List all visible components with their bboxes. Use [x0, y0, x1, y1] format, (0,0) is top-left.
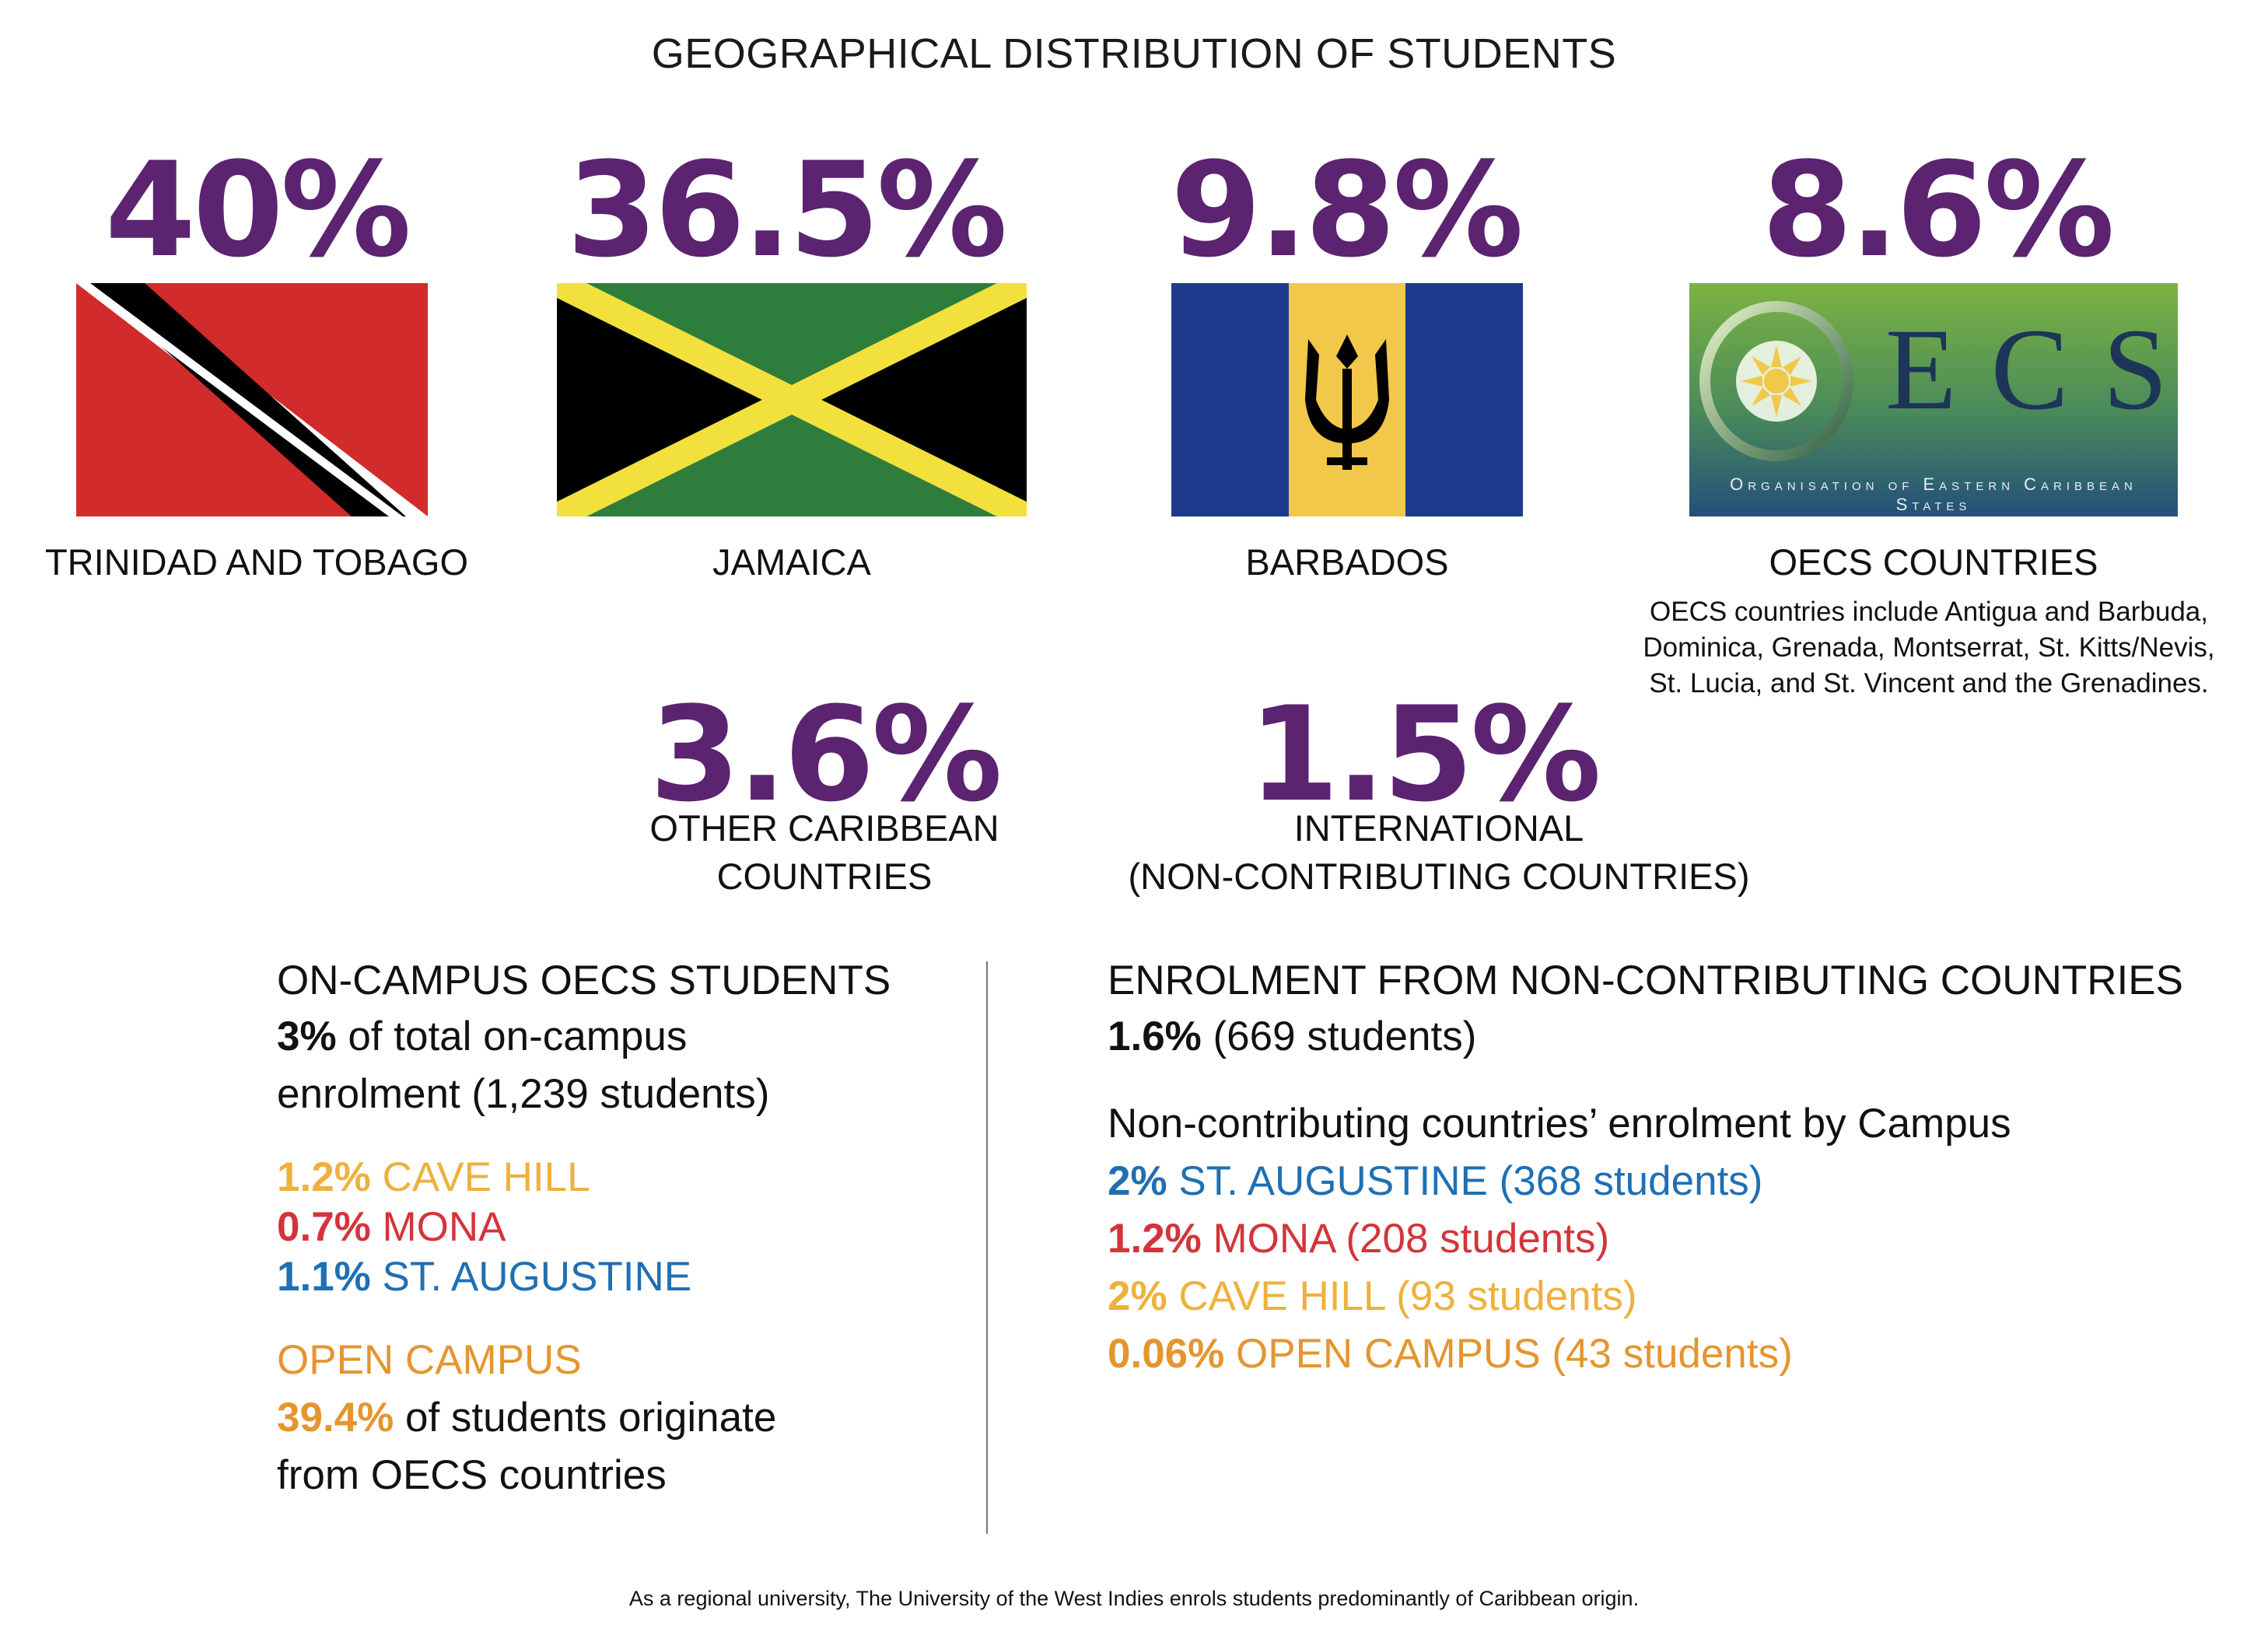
label-trinidad: TRINIDAD AND TOBAGO [44, 541, 469, 583]
label-line: OTHER CARIBBEAN [649, 807, 999, 849]
percent-trinidad: 40% [104, 134, 411, 286]
noncontrib-stat-text: (669 students) [1201, 1014, 1477, 1060]
oecs-stat-line-2: enrolment (1,239 students) [277, 1071, 770, 1118]
campus-value: 2% [1108, 1158, 1167, 1205]
oecs-on-campus-section: ON-CAMPUS OECS STUDENTS 3% of total on-c… [277, 955, 961, 1504]
percent-jamaica: 36.5% [566, 134, 1008, 286]
barbados-flag-icon [1171, 283, 1523, 516]
label-oecs: OECS COUNTRIES [1769, 541, 2098, 583]
campus-value: 2% [1108, 1273, 1167, 1320]
campus-value: 0.7% [277, 1204, 371, 1251]
campus-value: 1.2% [1108, 1216, 1202, 1262]
campus-mona: 0.7% MONA [277, 1203, 961, 1252]
label-other-caribbean: OTHER CARIBBEAN COUNTRIES [591, 804, 1058, 901]
oecs-stat-line: 3% of total on-campus [277, 1008, 961, 1066]
trinidad-and-tobago-flag-icon [76, 283, 428, 516]
oecs-note-line: Dominica, Grenada, Montserrat, St. Kitts… [1643, 632, 2215, 663]
oecs-stat-value: 3% [277, 1014, 337, 1060]
campus-name: MONA (208 students) [1201, 1216, 1610, 1262]
label-jamaica: JAMAICA [712, 541, 871, 583]
campus-cave-hill: 1.2% CAVE HILL [277, 1153, 961, 1203]
campus-value: 0.06% [1108, 1331, 1225, 1378]
percent-oecs: 8.6% [1762, 134, 2115, 286]
oecs-stat-text: of total on-campus [336, 1014, 688, 1060]
jamaica-flag-icon [557, 283, 1027, 516]
oecs-logo-subtitle: Organisation of Eastern Caribbean States [1730, 474, 2137, 514]
label-line: (NON-CONTRIBUTING COUNTRIES) [1128, 856, 1750, 897]
campus-name: ST. AUGUSTINE (368 students) [1167, 1158, 1763, 1205]
open-campus-stat: 39.4% of students originate [277, 1389, 961, 1447]
percent-barbados: 9.8% [1171, 134, 1524, 286]
open-campus-text: of students originate [394, 1395, 777, 1441]
open-campus-text-2: from OECS countries [277, 1452, 667, 1499]
oecs-logo-text: ECS [1885, 305, 2203, 434]
percent-international: 1.5% [1248, 678, 1601, 831]
campus-name: ST. AUGUSTINE [370, 1254, 692, 1301]
label-international: INTERNATIONAL (NON-CONTRIBUTING COUNTRIE… [1120, 804, 1758, 901]
label-line: COUNTRIES [716, 856, 933, 897]
oecs-note-line: OECS countries include Antigua and Barbu… [1650, 597, 2208, 627]
noncontrib-campus-cave-hill: 2% CAVE HILL (93 students) [1108, 1268, 2243, 1325]
oecs-section-heading: ON-CAMPUS OECS STUDENTS [277, 958, 891, 1003]
label-barbados: BARBADOS [1245, 541, 1449, 583]
noncontrib-campus-mona: 1.2% MONA (208 students) [1108, 1210, 2243, 1268]
footer-note: As a regional university, The University… [628, 1587, 1640, 1610]
open-campus-heading: OPEN CAMPUS [277, 1337, 582, 1384]
noncontrib-stat-value: 1.6% [1108, 1014, 1202, 1060]
noncontrib-heading: ENROLMENT FROM NON-CONTRIBUTING COUNTRIE… [1108, 958, 2183, 1003]
noncontrib-campus-open-campus: 0.06% OPEN CAMPUS (43 students) [1108, 1325, 2243, 1383]
percent-other-caribbean: 3.6% [649, 678, 1003, 831]
column-divider [986, 961, 988, 1534]
label-line: INTERNATIONAL [1293, 807, 1584, 849]
campus-value: 1.1% [277, 1254, 371, 1301]
oecs-note: OECS countries include Antigua and Barbu… [1587, 594, 2268, 702]
noncontrib-stat-line: 1.6% (669 students) [1108, 1008, 2243, 1066]
campus-name: OPEN CAMPUS (43 students) [1224, 1331, 1793, 1378]
campus-name: MONA [370, 1204, 506, 1251]
page-title: GEOGRAPHICAL DISTRIBUTION OF STUDENTS [651, 30, 1617, 77]
campus-st-augustine: 1.1% ST. AUGUSTINE [277, 1252, 961, 1302]
campus-name: CAVE HILL [370, 1154, 590, 1201]
campus-name: CAVE HILL (93 students) [1167, 1273, 1637, 1320]
open-campus-value: 39.4% [277, 1395, 394, 1441]
oecs-note-line: St. Lucia, and St. Vincent and the Grena… [1649, 668, 2209, 698]
noncontrib-campus-st-augustine: 2% ST. AUGUSTINE (368 students) [1108, 1153, 2243, 1210]
campus-value: 1.2% [277, 1154, 371, 1201]
oecs-logo-icon [1689, 283, 2178, 516]
noncontrib-subheading: Non-contributing countries’ enrolment by… [1108, 1101, 2011, 1147]
noncontrib-section: ENROLMENT FROM NON-CONTRIBUTING COUNTRIE… [1108, 955, 2243, 1383]
